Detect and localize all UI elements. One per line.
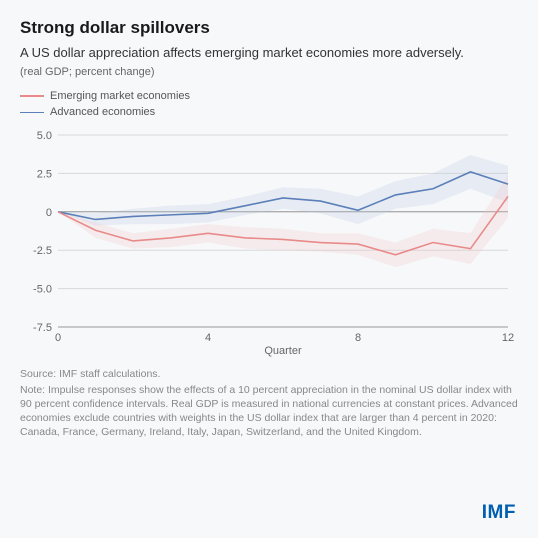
svg-text:0: 0 (46, 206, 52, 218)
chart-title: Strong dollar spillovers (20, 18, 518, 38)
legend: Emerging market economies Advanced econo… (20, 88, 518, 121)
svg-text:-7.5: -7.5 (33, 322, 52, 334)
legend-label-eme: Emerging market economies (50, 88, 190, 105)
legend-item-eme: Emerging market economies (20, 88, 518, 105)
svg-text:Quarter: Quarter (264, 345, 302, 357)
svg-text:-5.0: -5.0 (33, 283, 52, 295)
chart-area: -7.5 -5.0 -2.5 0 2.5 5.0 0 4 8 12 Quarter (20, 127, 518, 357)
legend-swatch-eme (20, 95, 44, 97)
svg-text:4: 4 (205, 332, 211, 344)
svg-text:8: 8 (355, 332, 361, 344)
imf-logo: IMF (482, 502, 516, 524)
note-line: Note: Impulse responses show the effects… (20, 383, 518, 440)
svg-text:0: 0 (55, 332, 61, 344)
chart-card: Strong dollar spillovers A US dollar app… (0, 0, 538, 538)
footnotes: Source: IMF staff calculations. Note: Im… (20, 367, 518, 440)
chart-subtitle: A US dollar appreciation affects emergin… (20, 44, 518, 62)
legend-label-ae: Advanced economies (50, 104, 155, 121)
legend-swatch-ae (20, 112, 44, 114)
svg-text:-2.5: -2.5 (33, 245, 52, 257)
svg-text:2.5: 2.5 (37, 168, 52, 180)
svg-text:5.0: 5.0 (37, 130, 52, 142)
line-chart: -7.5 -5.0 -2.5 0 2.5 5.0 0 4 8 12 Quarter (20, 127, 518, 357)
chart-unit: (real GDP; percent change) (20, 66, 518, 78)
svg-text:12: 12 (502, 332, 514, 344)
legend-item-ae: Advanced economies (20, 104, 518, 121)
source-line: Source: IMF staff calculations. (20, 367, 518, 381)
